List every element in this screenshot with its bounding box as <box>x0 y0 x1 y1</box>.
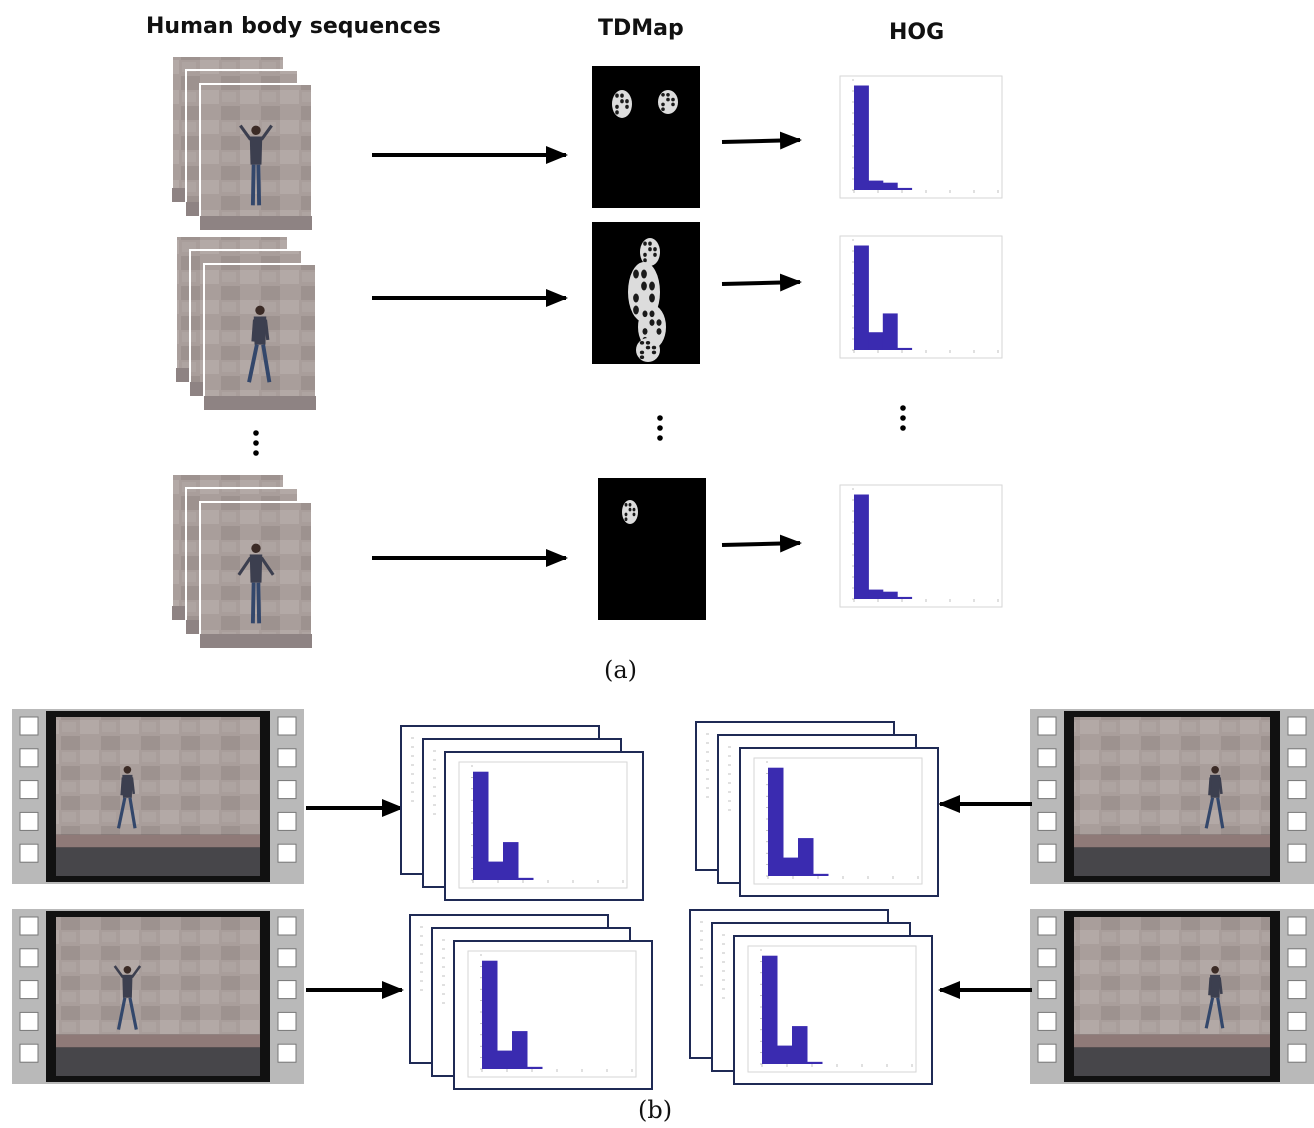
histogram-bar <box>503 842 519 880</box>
heading-tdmap: TDMap <box>598 16 684 41</box>
histogram-bar <box>783 857 799 876</box>
heading-human-body-sequences: Human body sequences <box>146 14 441 39</box>
hog-histogram <box>839 235 1003 359</box>
tdmap-image <box>598 478 706 620</box>
histogram-stack <box>695 721 939 897</box>
histogram-bar <box>807 1061 823 1064</box>
video-film-strip <box>12 709 304 884</box>
histogram-bar <box>854 85 869 190</box>
histogram-bar <box>777 1045 793 1064</box>
histogram-bar <box>897 187 913 190</box>
hog-histogram <box>839 484 1003 608</box>
scene-ground <box>1074 847 1270 876</box>
histogram-bar <box>882 591 898 599</box>
histogram-bar <box>527 1066 543 1069</box>
person-figure <box>1204 765 1225 829</box>
histogram-bar <box>897 596 913 599</box>
person-figure <box>116 765 137 829</box>
histogram-stack <box>689 909 933 1085</box>
frame-stack <box>171 473 313 649</box>
histogram-bar <box>798 838 814 876</box>
scene-wall <box>56 917 260 1035</box>
hog-histogram <box>839 75 1003 199</box>
frame-stack <box>175 235 317 411</box>
scene-wall <box>1074 717 1270 835</box>
histogram-bar <box>762 955 778 1064</box>
histogram-bar <box>813 873 829 876</box>
histogram-stack <box>400 725 644 901</box>
arrow <box>721 131 802 150</box>
hog-histogram <box>467 950 637 1078</box>
person-figure <box>1204 965 1225 1029</box>
person-figure <box>113 965 142 1030</box>
ellipsis-dots <box>253 430 259 456</box>
scene-ground <box>56 1047 260 1076</box>
heading-hog: HOG <box>889 20 945 45</box>
histogram-bar <box>768 767 784 876</box>
tdmap-image <box>592 66 700 208</box>
scene-ground <box>1074 1047 1270 1076</box>
histogram-bar <box>882 313 898 350</box>
video-film-strip <box>1030 909 1314 1084</box>
frame-stack <box>171 55 313 231</box>
histogram-bar <box>854 494 869 599</box>
video-film-strip <box>1030 709 1314 884</box>
histogram-bar <box>792 1026 808 1064</box>
histogram-bar <box>512 1031 528 1069</box>
histogram-bar <box>473 771 489 880</box>
histogram-bar <box>868 180 884 190</box>
video-film-strip <box>12 909 304 1084</box>
histogram-bar <box>854 245 869 350</box>
histogram-stack <box>409 914 653 1090</box>
scene-ground <box>56 847 260 876</box>
arrow <box>721 534 802 553</box>
histogram-bar <box>868 589 884 599</box>
histogram-bar <box>518 877 534 880</box>
panel-a-label: (a) <box>604 656 638 684</box>
scene-wall <box>56 717 260 835</box>
histogram-bar <box>497 1050 513 1069</box>
hog-histogram <box>753 757 923 885</box>
person-figure <box>237 543 275 624</box>
ellipsis-dots <box>900 405 906 431</box>
arrow <box>721 273 802 292</box>
tdmap-image <box>592 222 700 364</box>
histogram-bar <box>868 332 884 350</box>
panel-b-label: (b) <box>638 1096 673 1124</box>
histogram-bar <box>482 960 498 1069</box>
ellipsis-dots <box>657 415 663 441</box>
histogram-bar <box>897 347 913 350</box>
histogram-bar <box>882 182 898 190</box>
person-figure <box>239 124 273 206</box>
person-figure <box>247 305 272 383</box>
histogram-bar <box>488 861 504 880</box>
hog-histogram <box>458 761 628 889</box>
hog-histogram <box>747 945 917 1073</box>
scene-wall <box>1074 917 1270 1035</box>
